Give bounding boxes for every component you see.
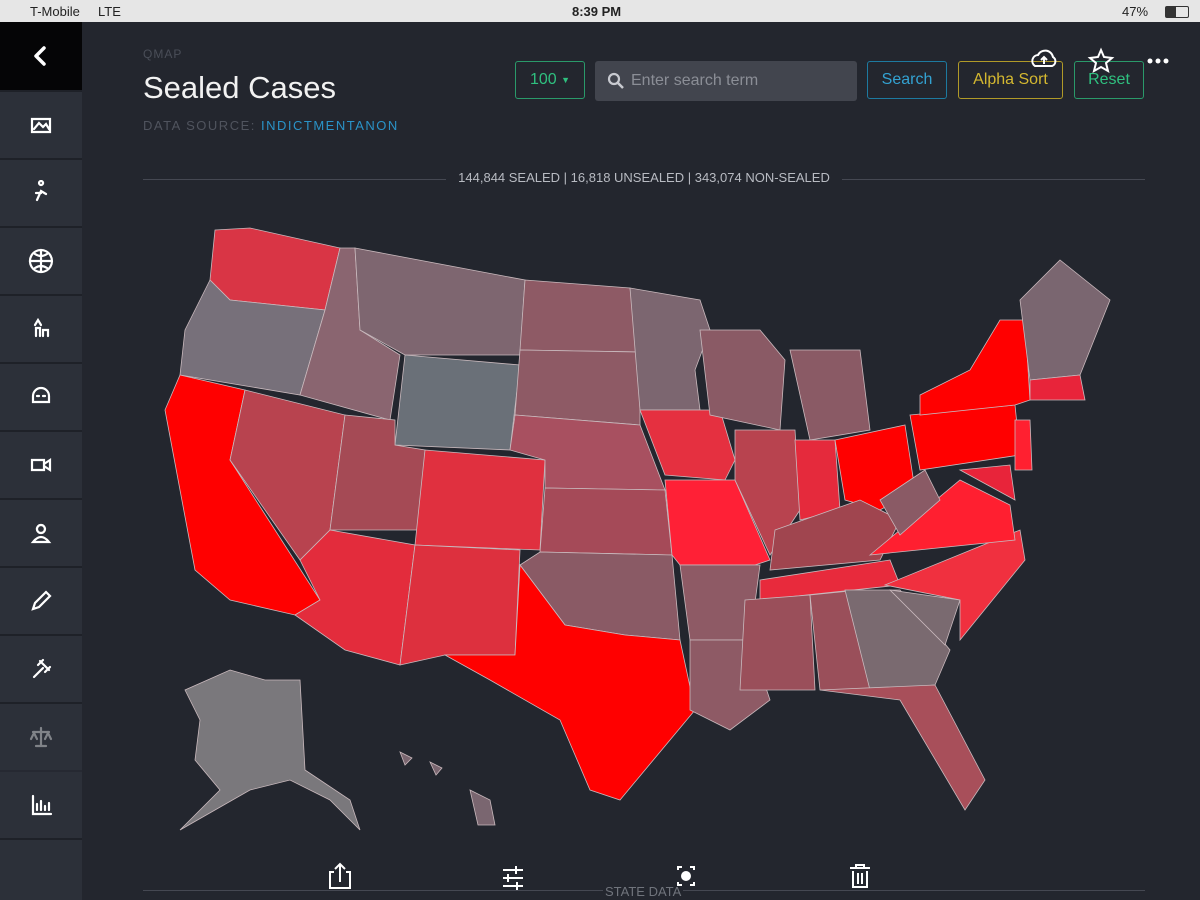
nav-item[interactable]: [0, 772, 82, 840]
battery-icon: [1165, 6, 1189, 18]
summary: 144,844 SEALED | 16,818 UNSEALED | 343,0…: [143, 170, 1145, 185]
state[interactable]: [794, 439, 841, 521]
state[interactable]: [443, 563, 696, 801]
nav-item[interactable]: [0, 704, 82, 772]
nav-item[interactable]: [0, 160, 82, 228]
nav-icon: [31, 386, 51, 404]
state[interactable]: [909, 404, 1021, 471]
carrier: T-Mobile: [30, 4, 80, 19]
summary-text: 144,844 SEALED | 16,818 UNSEALED | 343,0…: [446, 170, 842, 185]
battery: 47%: [1122, 4, 1149, 19]
clock: 8:39 PM: [572, 4, 622, 19]
section-label: STATE DATA: [603, 884, 684, 899]
scan-icon[interactable]: [677, 866, 695, 886]
nav-icon: [33, 317, 50, 338]
nav-item[interactable]: [0, 296, 82, 364]
nav-icon: [29, 726, 53, 748]
nav-icon: [31, 794, 53, 816]
state[interactable]: [629, 287, 711, 411]
state[interactable]: [789, 349, 871, 441]
state[interactable]: [1029, 374, 1086, 401]
search-icon: [607, 72, 624, 89]
page-size-select[interactable]: 100 ▼: [515, 61, 585, 99]
state[interactable]: [514, 349, 641, 426]
nav-icon: [30, 457, 52, 473]
search-button[interactable]: Search: [867, 61, 947, 99]
state[interactable]: [519, 279, 641, 353]
network: LTE: [98, 4, 121, 19]
nav-item[interactable]: [0, 228, 82, 296]
top-icons: [1031, 47, 1169, 74]
nav-icon: [34, 46, 46, 66]
more-icon[interactable]: [1147, 58, 1169, 64]
state[interactable]: [919, 319, 1031, 416]
nav-icon: [32, 658, 52, 679]
state[interactable]: [399, 544, 521, 666]
state[interactable]: [394, 354, 521, 451]
source-label: DATA SOURCE:: [143, 118, 256, 133]
state[interactable]: [699, 329, 786, 431]
nav-icon: [34, 180, 48, 202]
source-link[interactable]: INDICTMENTANON: [261, 118, 399, 133]
bottom-toolbar: [329, 862, 870, 890]
state[interactable]: [179, 669, 361, 831]
page-title: Sealed Cases: [143, 70, 337, 105]
state[interactable]: [639, 409, 736, 481]
nav-item[interactable]: [0, 364, 82, 432]
state[interactable]: [539, 487, 673, 556]
nav-item[interactable]: [0, 500, 82, 568]
state[interactable]: [414, 449, 546, 551]
state[interactable]: [399, 751, 413, 766]
state[interactable]: [429, 761, 443, 776]
nav-icon: [30, 117, 52, 134]
state[interactable]: [739, 594, 816, 691]
nav-item[interactable]: [0, 636, 82, 704]
delete-icon[interactable]: [850, 864, 870, 888]
state[interactable]: [819, 684, 986, 811]
sort-button[interactable]: Alpha Sort: [958, 61, 1063, 99]
overline: QMAP: [143, 47, 183, 61]
state[interactable]: [958, 464, 1016, 501]
share-icon[interactable]: [329, 862, 351, 889]
state[interactable]: [1019, 259, 1111, 381]
search-box[interactable]: Enter search term: [595, 61, 857, 101]
nav-item[interactable]: [0, 432, 82, 500]
status-bar: T-Mobile LTE 8:39 PM 47%: [0, 0, 1200, 22]
state[interactable]: [469, 789, 496, 826]
nav-icon: [28, 248, 54, 274]
state[interactable]: [1014, 419, 1033, 471]
cloud-icon[interactable]: [1031, 49, 1057, 67]
star-icon[interactable]: [1087, 47, 1115, 74]
search-placeholder: Enter search term: [631, 72, 759, 89]
nav-icon: [31, 590, 52, 611]
state[interactable]: [879, 469, 941, 536]
state[interactable]: [888, 589, 961, 646]
state[interactable]: [209, 227, 341, 311]
state[interactable]: [354, 247, 526, 356]
nav-icon: [30, 523, 52, 544]
back-button[interactable]: [0, 22, 82, 92]
nav-item[interactable]: [0, 92, 82, 160]
page-size: 100: [529, 71, 557, 88]
sidebar: [0, 22, 82, 900]
nav-item[interactable]: [0, 568, 82, 636]
adjust-icon[interactable]: [503, 866, 523, 890]
